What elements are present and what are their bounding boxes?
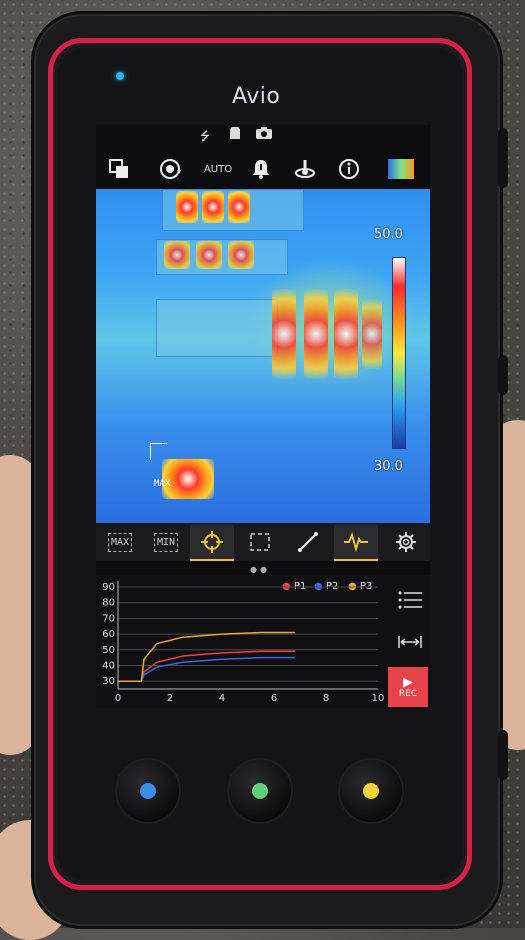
min-mode-button[interactable]: MIN <box>144 525 188 559</box>
device-screen: ⭍ AUTO <box>96 125 430 709</box>
yellow-indicator <box>363 783 379 799</box>
blue-indicator <box>140 783 156 799</box>
camera-icon <box>256 127 272 142</box>
x-tick-label: 10 <box>372 693 385 704</box>
hotspot-breaker-4 <box>164 241 190 269</box>
top-toolbar: AUTO <box>96 149 430 189</box>
max-marker-label: MAX <box>154 479 171 489</box>
trend-graph-panel: ● P1 ● P2 ● P3 30 40 50 60 70 80 90 0 2 4 6 8 10 <box>96 575 430 709</box>
emissivity-icon[interactable] <box>290 155 320 183</box>
hardware-button-yellow[interactable] <box>340 760 402 822</box>
side-button-lower[interactable] <box>498 730 508 780</box>
record-button[interactable]: ▶ REC <box>388 667 428 707</box>
x-tick-label: 2 <box>167 693 173 704</box>
x-tick-label: 8 <box>323 693 329 704</box>
list-view-icon[interactable] <box>392 585 428 615</box>
x-tick-label: 0 <box>115 693 121 704</box>
temperature-color-bar <box>392 257 406 449</box>
side-button-middle[interactable] <box>498 355 508 395</box>
hotspot-relay-4 <box>362 299 382 369</box>
hotspot-relay-3 <box>334 289 358 379</box>
side-button-upper[interactable] <box>498 128 508 188</box>
status-bar: ⭍ <box>96 125 430 147</box>
y-tick-label: 70 <box>102 613 115 624</box>
expand-range-icon[interactable] <box>392 629 428 655</box>
y-tick-label: 30 <box>102 676 115 687</box>
breaker-row-lower <box>156 299 278 357</box>
measurement-mode-bar: MAX MIN <box>96 523 430 561</box>
y-tick-label: 60 <box>102 629 115 640</box>
x-tick-label: 6 <box>271 693 277 704</box>
auto-mode-button[interactable]: AUTO <box>203 163 233 175</box>
brand-logo: Avio <box>232 84 281 109</box>
max-mode-label: MAX <box>107 532 133 552</box>
y-tick-label: 80 <box>102 598 115 609</box>
max-mode-button[interactable]: MAX <box>98 525 142 559</box>
record-label: REC <box>398 688 418 699</box>
gear-icon[interactable] <box>384 525 428 559</box>
area-box-icon[interactable] <box>238 525 282 559</box>
hotspot-breaker-2 <box>202 191 224 223</box>
sd-card-icon <box>230 127 240 142</box>
hardware-button-blue[interactable] <box>117 760 179 822</box>
rotate-icon[interactable] <box>156 155 186 183</box>
series-line-p3 <box>118 631 295 682</box>
x-tick-label: 4 <box>219 693 225 704</box>
hotspot-max <box>162 459 214 499</box>
thermal-palette-icon[interactable] <box>386 155 416 183</box>
hotspot-breaker-5 <box>196 241 222 269</box>
trend-chart: 30 40 50 60 70 80 90 0 2 4 6 8 10 <box>102 581 385 704</box>
hotspot-relay-2 <box>304 289 328 379</box>
y-tick-label: 90 <box>102 582 115 593</box>
page-indicator: ●● <box>250 565 270 574</box>
scale-min-label: 30.0 <box>374 459 403 474</box>
green-indicator <box>252 783 268 799</box>
scale-max-label: 50.0 <box>374 227 403 242</box>
waveform-icon[interactable] <box>334 525 378 561</box>
hardware-button-green[interactable] <box>229 760 291 822</box>
y-tick-label: 40 <box>102 660 115 671</box>
hotspot-breaker-1 <box>176 191 198 223</box>
hand-left <box>0 455 40 755</box>
hotspot-relay-1 <box>272 289 296 379</box>
alarm-bell-icon[interactable] <box>246 155 276 183</box>
crosshair-icon[interactable] <box>190 525 234 561</box>
min-mode-label: MIN <box>153 532 179 552</box>
usb-icon: ⭍ <box>200 129 210 143</box>
thermal-image-view[interactable]: MAX <box>96 189 430 523</box>
y-tick-label: 50 <box>102 645 115 656</box>
palette-layers-icon[interactable] <box>104 155 134 183</box>
line-icon[interactable] <box>286 525 330 559</box>
play-icon: ▶ <box>403 674 413 690</box>
red-bumper <box>48 38 472 890</box>
hotspot-breaker-6 <box>228 241 254 269</box>
series-line-p1 <box>118 650 295 682</box>
status-led <box>116 72 124 80</box>
max-marker-bracket <box>150 443 167 460</box>
hotspot-breaker-3 <box>228 191 250 223</box>
info-icon[interactable] <box>334 155 364 183</box>
